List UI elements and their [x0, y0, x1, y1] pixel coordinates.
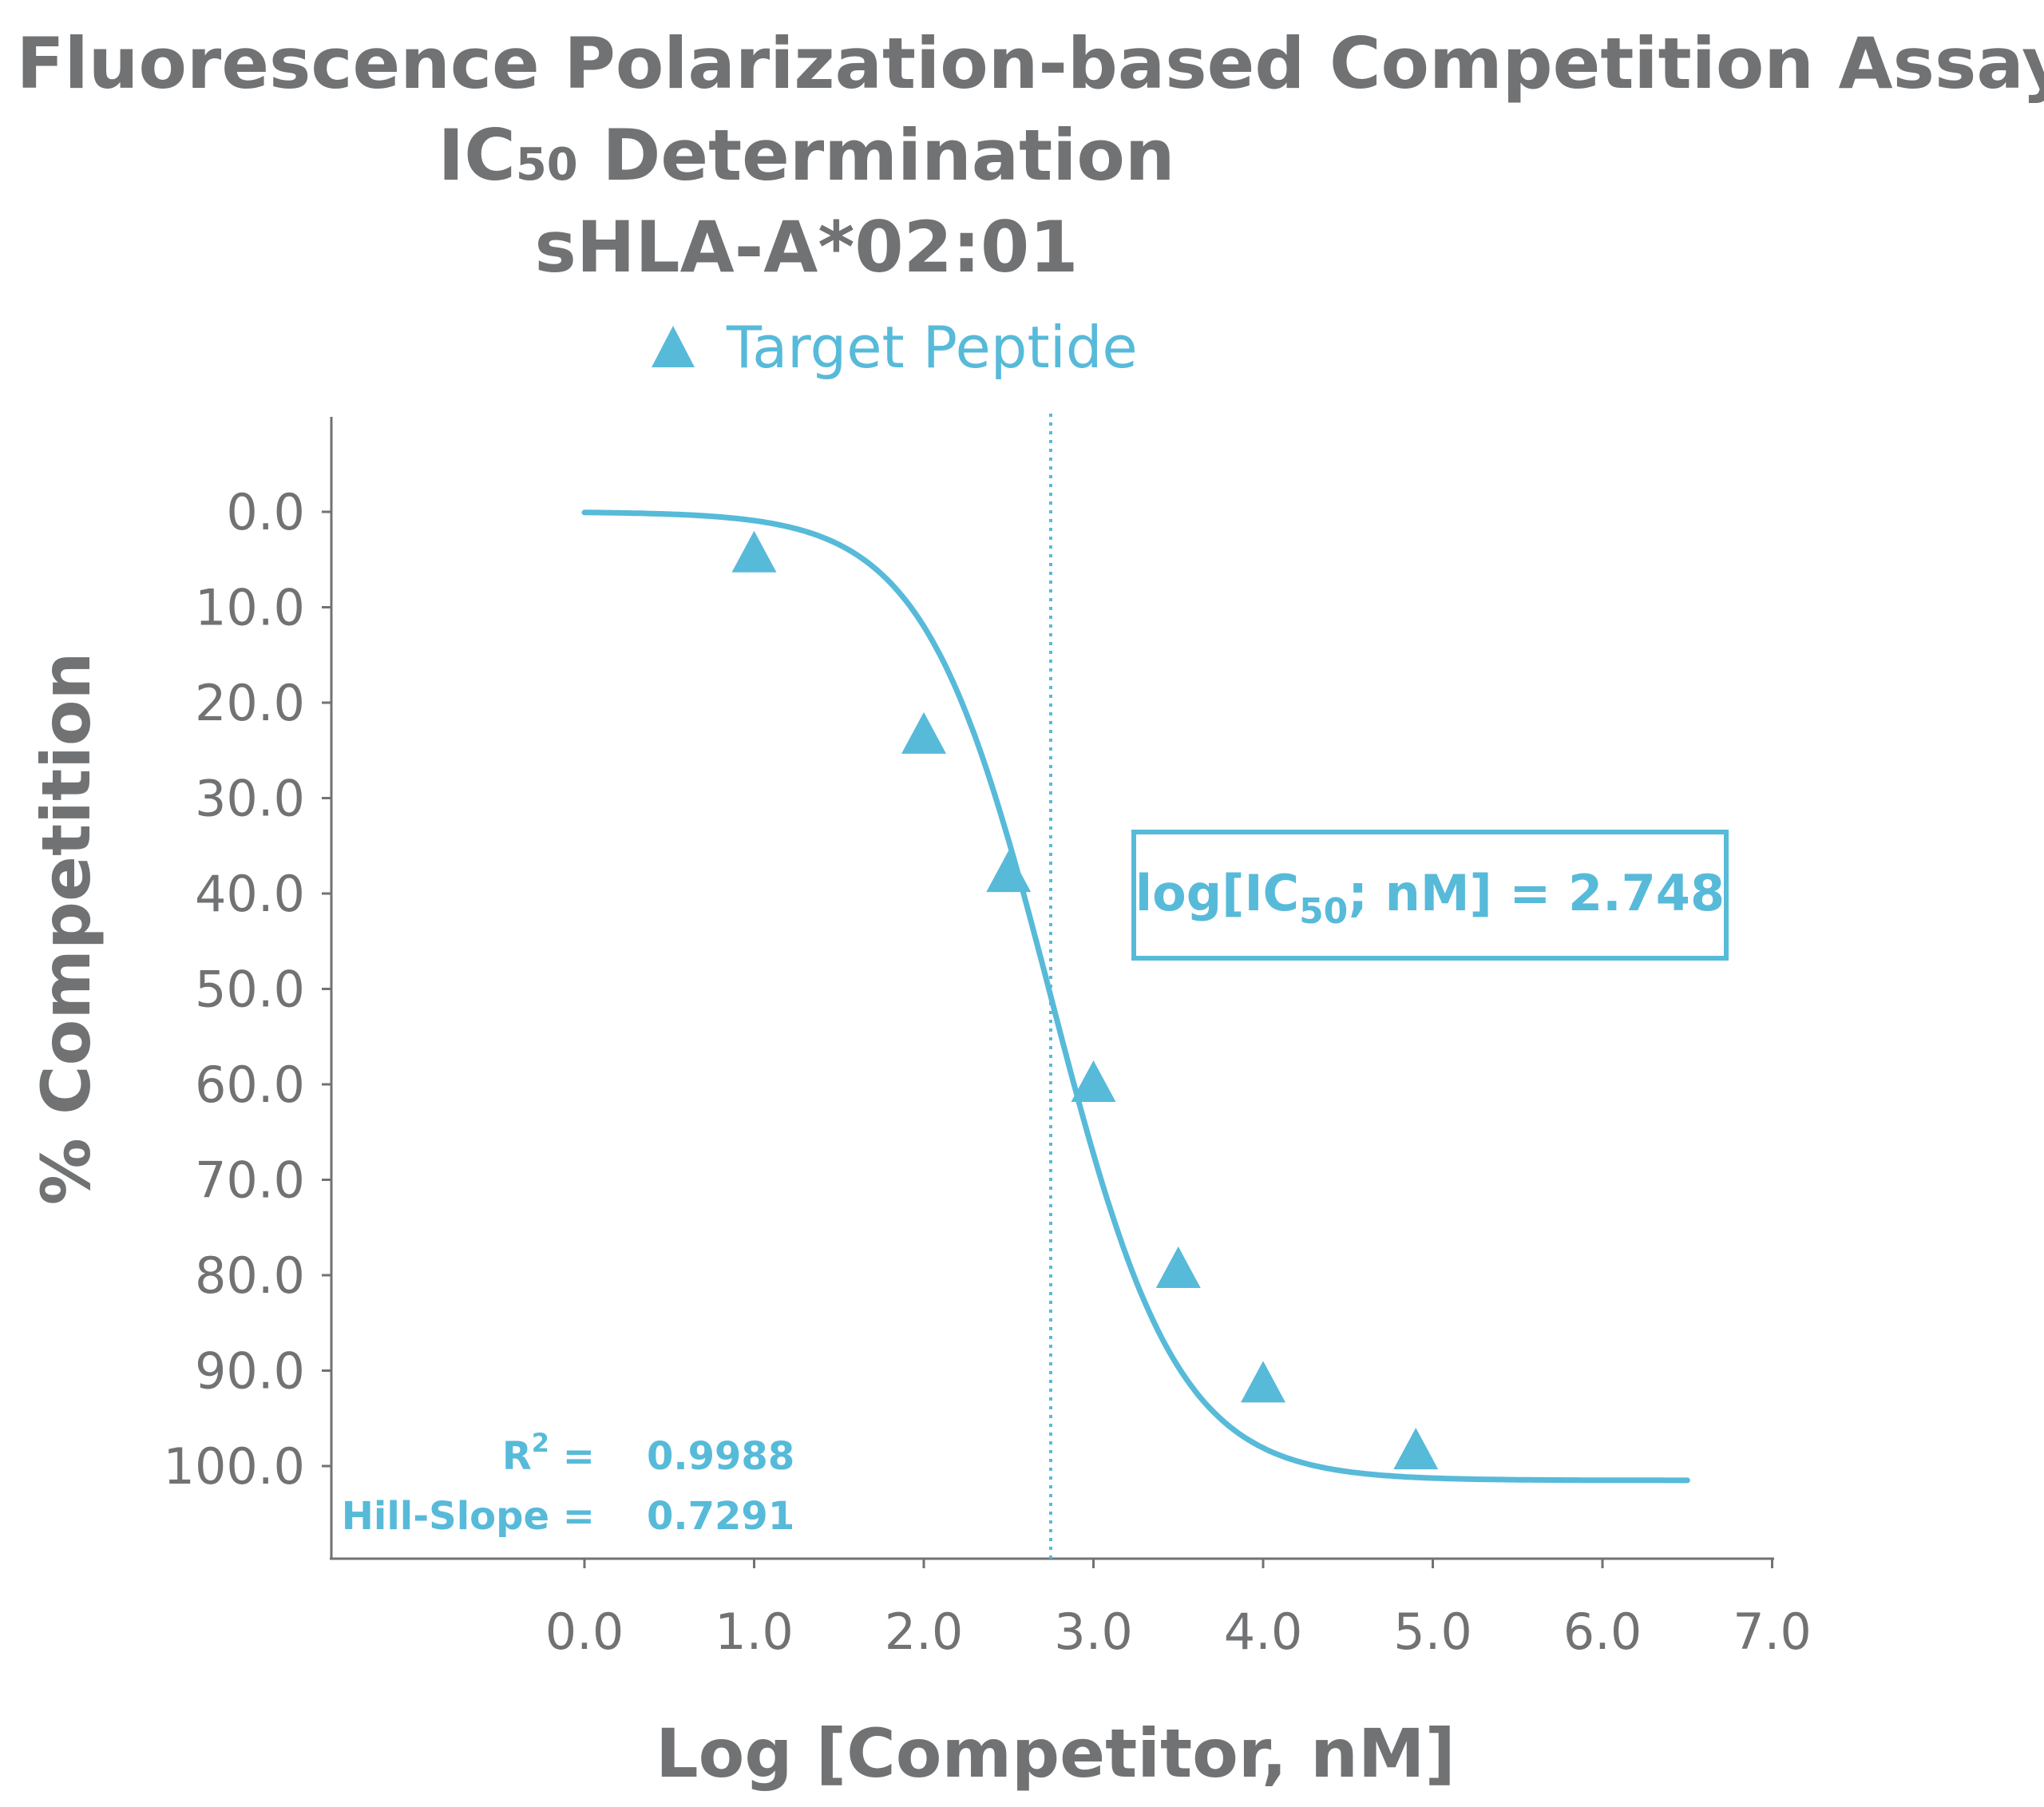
data-point-triangle [1155, 1246, 1201, 1289]
legend: Target Peptide [652, 314, 1138, 381]
data-point-triangle [986, 850, 1032, 893]
legend-triangle-icon [652, 326, 695, 367]
y-axis-label: % Competition [27, 652, 105, 1206]
y-tick-label: 10.0 [195, 579, 305, 637]
data-point-triangle [1393, 1428, 1439, 1470]
x-ticks: 0.0 1.0 2.0 3.0 4.0 5.0 6.0 7.0 [545, 1559, 1812, 1661]
chart-title-line1: Fluorescence Polarization-based Competit… [17, 22, 2044, 105]
r-squared-value: 0.9988 [647, 1434, 794, 1479]
y-tick-label: 80.0 [195, 1246, 305, 1305]
hill-slope-value: 0.7291 [647, 1494, 794, 1539]
x-tick-label: 7.0 [1733, 1603, 1812, 1661]
legend-label: Target Peptide [726, 314, 1138, 381]
y-tick-label: 0.0 [226, 483, 305, 541]
x-tick-label: 3.0 [1054, 1603, 1133, 1661]
data-point-triangle [1071, 1060, 1116, 1102]
ic50-annotation: log[IC50; nM] = 2.748 [1131, 830, 1729, 961]
x-tick-label: 2.0 [885, 1603, 964, 1661]
data-points [731, 530, 1439, 1470]
y-tick-label: 90.0 [195, 1342, 305, 1401]
hill-slope-label: Hill-Slope = [342, 1494, 595, 1539]
chart-title-line3: sHLA-A*02:01 [535, 206, 1079, 288]
fit-statistics: R2 = 0.9988 Hill-Slope = 0.7291 [342, 1428, 795, 1539]
x-tick-label: 4.0 [1224, 1603, 1303, 1661]
x-tick-label: 0.0 [545, 1603, 624, 1661]
y-tick-label: 100.0 [164, 1437, 306, 1496]
y-tick-label: 60.0 [195, 1056, 305, 1114]
chart-title-line2: IC50 Determination [438, 114, 1175, 196]
x-tick-label: 5.0 [1393, 1603, 1472, 1661]
data-point-triangle [901, 711, 946, 754]
ic50-annotation-box [1131, 830, 1729, 961]
y-tick-label: 50.0 [195, 961, 305, 1019]
y-ticks: 0.0 10.0 20.0 30.0 40.0 50.0 60.0 70.0 80.0 90.0 1… [164, 483, 331, 1496]
r-squared-label: R2 = [502, 1428, 595, 1479]
ic50-annotation-text: log[IC50; nM] = 2.748 [1135, 864, 1725, 932]
y-tick-label: 30.0 [195, 770, 305, 828]
data-point-triangle [731, 530, 777, 573]
y-tick-label: 70.0 [195, 1151, 305, 1210]
fit-curve [581, 509, 1690, 1484]
y-tick-label: 40.0 [195, 865, 305, 923]
y-tick-label: 20.0 [195, 674, 305, 732]
x-tick-label: 6.0 [1563, 1603, 1642, 1661]
x-axis-label: Log [Competitor, nM] [656, 1714, 1456, 1793]
x-tick-label: 1.0 [715, 1603, 794, 1661]
data-point-triangle [1241, 1361, 1285, 1403]
